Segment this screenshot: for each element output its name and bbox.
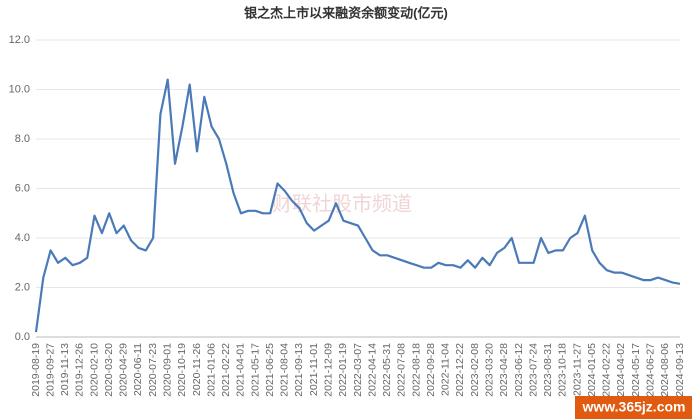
x-tick-label: 2021-11-01	[308, 343, 320, 396]
x-tick-label: 2022-11-04	[440, 343, 452, 396]
y-tick-label: 10.0	[9, 83, 30, 95]
x-tick-label: 2024-02-22	[601, 343, 613, 397]
y-tick-label: 0.0	[15, 331, 30, 343]
x-tick-label: 2023-08-31	[542, 343, 554, 397]
site-label: www.365jz.com	[582, 399, 686, 415]
x-tick-label: 2023-02-08	[469, 343, 481, 397]
x-tick-label: 2020-10-19	[176, 343, 188, 397]
x-tick-label: 2024-01-05	[586, 343, 598, 397]
x-tick-label: 2024-08-06	[659, 343, 671, 397]
x-tick-label: 2022-12-22	[454, 343, 466, 397]
x-tick-label: 2024-04-02	[615, 343, 627, 397]
y-tick-label: 12.0	[9, 34, 30, 46]
y-tick-label: 8.0	[15, 133, 30, 145]
x-tick-label: 2024-05-17	[630, 343, 642, 397]
x-tick-label: 2023-03-20	[484, 343, 496, 397]
x-tick-label: 2021-06-25	[264, 343, 276, 397]
x-tick-label: 2023-07-24	[527, 343, 539, 397]
x-tick-label: 2019-12-26	[74, 343, 86, 397]
x-tick-label: 2024-06-27	[645, 343, 657, 397]
y-tick-label: 2.0	[15, 281, 30, 293]
watermark: 财联社股市频道	[272, 192, 412, 215]
x-tick-label: 2021-02-22	[220, 343, 232, 397]
y-tick-label: 4.0	[15, 232, 30, 244]
site-badge	[575, 396, 692, 419]
x-tick-label: 2022-03-07	[352, 343, 364, 397]
x-tick-label: 2019-09-27	[44, 343, 56, 397]
data-line	[34, 78, 681, 333]
x-tick-label: 2021-09-13	[293, 343, 305, 397]
y-tick-label: 6.0	[15, 182, 30, 194]
x-tick-label: 2021-12-09	[323, 343, 335, 397]
x-tick-label: 2022-09-28	[425, 343, 437, 397]
x-tick-label: 2022-04-14	[366, 343, 378, 397]
x-tick-label: 2020-11-26	[191, 343, 203, 396]
x-tick-label: 2021-08-04	[279, 343, 291, 397]
x-tick-label: 2020-02-10	[88, 343, 100, 397]
chart-title: 银之杰上市以来融资余额变动(亿元)	[244, 5, 448, 20]
x-tick-label: 2024-09-13	[674, 343, 686, 397]
x-tick-label: 2019-08-19	[30, 343, 42, 397]
x-tick-label: 2020-06-11	[132, 343, 144, 396]
x-tick-label: 2020-07-23	[147, 343, 159, 397]
x-tick-label: 2022-01-19	[337, 343, 349, 397]
x-tick-label: 2019-11-13	[59, 343, 71, 396]
x-tick-label: 2020-09-01	[162, 343, 174, 397]
x-tick-label: 2023-04-28	[498, 343, 510, 397]
x-tick-label: 2023-06-12	[513, 343, 525, 397]
x-tick-label: 2022-05-31	[381, 343, 393, 397]
x-tick-label: 2023-10-18	[557, 343, 569, 397]
x-tick-label: 2023-11-27	[571, 343, 583, 396]
x-tick-label: 2021-05-17	[249, 343, 261, 397]
x-tick-label: 2020-03-20	[103, 343, 115, 397]
x-tick-label: 2022-07-08	[396, 343, 408, 397]
x-tick-label: 2021-04-01	[235, 343, 247, 397]
x-tick-label: 2022-08-18	[410, 343, 422, 397]
x-tick-label: 2020-04-29	[118, 343, 130, 397]
x-tick-label: 2021-01-06	[205, 343, 217, 397]
